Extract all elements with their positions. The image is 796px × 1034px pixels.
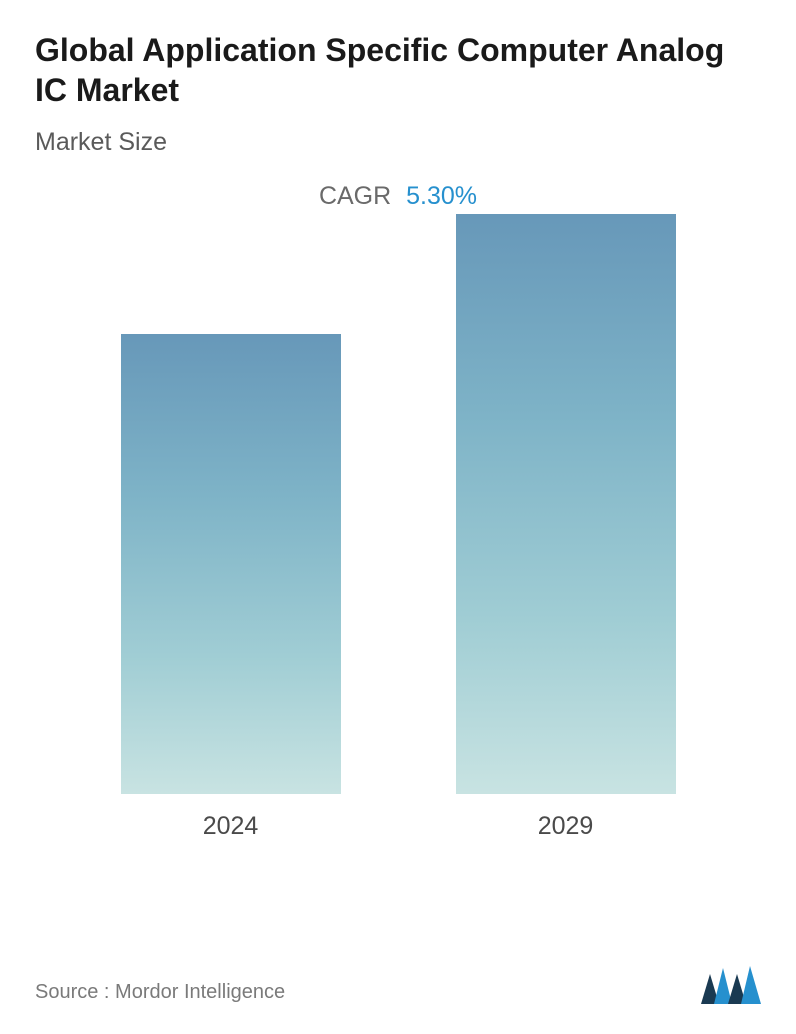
bar-label-2024: 2024 — [203, 812, 259, 841]
bar-label-2029: 2029 — [538, 812, 594, 841]
chart-subtitle: Market Size — [35, 128, 761, 157]
chart-title: Global Application Specific Computer Ana… — [35, 30, 761, 110]
brand-logo-icon — [701, 966, 761, 1004]
bar-group-2024: 2024 — [121, 334, 341, 841]
source-text: Source : Mordor Intelligence — [35, 981, 285, 1004]
bar-group-2029: 2029 — [456, 214, 676, 841]
bar-2029 — [456, 214, 676, 794]
bar-chart: 2024 2029 — [35, 251, 761, 841]
footer: Source : Mordor Intelligence — [35, 966, 761, 1004]
cagr-label: CAGR — [319, 182, 391, 210]
bar-2024 — [121, 334, 341, 794]
cagr-value: 5.30% — [406, 182, 477, 210]
cagr-row: CAGR 5.30% — [35, 182, 761, 211]
